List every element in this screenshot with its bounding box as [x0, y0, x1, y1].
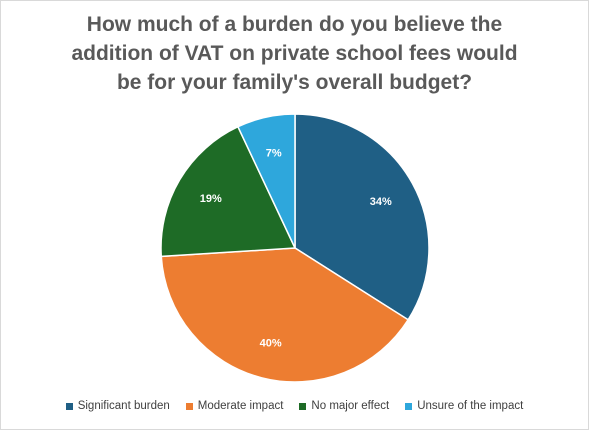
pie-slice-unsure-of-the-impact — [236, 113, 296, 249]
chart-legend: Significant burden Moderate impact No majo… — [0, 400, 589, 412]
pie-slice-no-major-effect — [160, 125, 297, 258]
legend-swatch — [405, 402, 413, 410]
legend-label: No major effect — [311, 400, 390, 412]
data-label-moderate-impact: 40% — [260, 338, 282, 350]
chart-title-line-2: addition of VAT on private school fees w… — [71, 42, 518, 65]
legend-swatch — [65, 402, 73, 410]
chart-title-line-3: be for your family's overall budget? — [116, 71, 473, 94]
chart-title: How much of a burden do you believe the … — [30, 10, 559, 97]
legend-label: Significant burden — [77, 400, 170, 412]
chart-title-line-1: How much of a burden do you believe the — [86, 13, 503, 36]
pie-slice-significant-burden — [294, 113, 430, 321]
legend-swatch — [185, 402, 193, 410]
data-label-unsure-of-the-impact: 7% — [266, 148, 282, 160]
legend-label: Moderate impact — [197, 400, 284, 412]
legend-item-unsure-of-the-impact: Unsure of the impact — [405, 400, 523, 412]
legend-label: Unsure of the impact — [417, 400, 524, 412]
data-label-significant-burden: 34% — [370, 196, 392, 208]
data-label-no-major-effect: 19% — [200, 193, 222, 205]
legend-item-moderate-impact: Moderate impact — [185, 400, 284, 412]
pie-slice-moderate-impact — [160, 247, 410, 383]
legend-item-significant-burden: Significant burden — [65, 400, 170, 412]
legend-item-no-major-effect: No major effect — [299, 400, 389, 412]
legend-swatch — [299, 402, 307, 410]
